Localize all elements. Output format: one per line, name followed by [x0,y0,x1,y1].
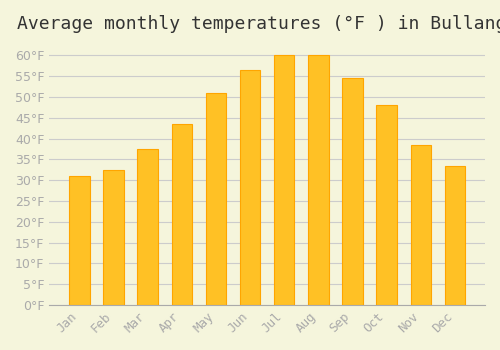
Bar [172,124,192,305]
Bar [138,149,158,305]
Bar [376,105,397,305]
Bar [308,55,328,305]
Bar [240,70,260,305]
Bar [444,166,465,305]
Bar [410,145,431,305]
Bar [342,78,363,305]
Bar [206,93,226,305]
Title: Average monthly temperatures (°F ) in Bullange: Average monthly temperatures (°F ) in Bu… [17,15,500,33]
Bar [69,176,89,305]
Bar [104,170,124,305]
Bar [274,55,294,305]
